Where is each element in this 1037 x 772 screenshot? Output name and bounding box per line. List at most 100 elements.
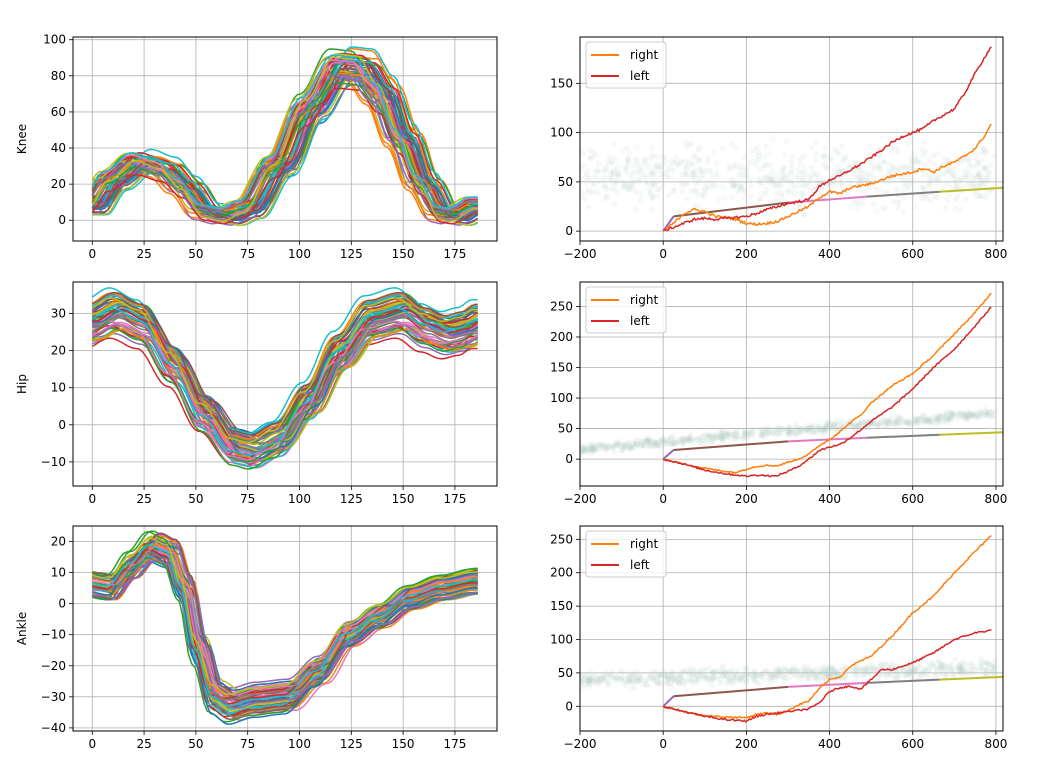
scatter-point (812, 675, 819, 682)
scatter-point (604, 680, 611, 687)
y-tick-label: 50 (558, 175, 573, 189)
scatter-point (615, 440, 621, 447)
axes-frame (579, 525, 1004, 732)
scatter-point (774, 198, 781, 205)
scatter-point (642, 437, 649, 444)
scatter-point (850, 423, 856, 430)
scatter-point (973, 410, 979, 417)
scatter-point (918, 146, 925, 153)
scatter-point (683, 437, 690, 444)
scatter-point (922, 665, 929, 672)
scatter-point (703, 440, 709, 447)
scatter-point (644, 179, 651, 186)
scatter-point (624, 155, 631, 161)
scatter-point (654, 164, 661, 171)
scatter-point (617, 443, 624, 449)
scatter-point (793, 421, 800, 428)
scatter-point (830, 422, 837, 429)
scatter-point (979, 658, 986, 665)
scatter-point (989, 414, 995, 421)
scatter-point (610, 169, 617, 176)
scatter-point (824, 420, 830, 427)
scatter-point (786, 428, 792, 435)
scatter-point (885, 161, 892, 168)
scatter-point (934, 417, 941, 424)
scatter-point (990, 664, 997, 670)
scatter-point (812, 668, 819, 675)
scatter-point (597, 442, 604, 448)
scatter-point (696, 165, 703, 172)
scatter-point (662, 673, 668, 679)
scatter-point (729, 182, 736, 189)
scatter-point (818, 427, 825, 434)
scatter-point (906, 670, 913, 677)
scatter-point (835, 670, 842, 677)
scatter-point (882, 422, 889, 429)
scatter-point (937, 412, 944, 419)
scatter-point (916, 416, 923, 423)
scatter-point (954, 415, 961, 422)
scatter-point (732, 432, 739, 439)
scatter-point (786, 426, 793, 433)
scatter-point (714, 433, 721, 440)
scatter-point (651, 440, 658, 447)
scatter-point (931, 421, 938, 428)
scatter-point (685, 141, 692, 148)
scatter-point (647, 191, 654, 198)
scatter-point (580, 444, 587, 451)
cycle-series-line (92, 548, 478, 696)
scatter-point (677, 438, 684, 444)
baseline-segment (787, 681, 868, 688)
scatter-point (754, 144, 761, 151)
scatter-point (982, 410, 989, 417)
scatter-point (942, 665, 949, 672)
scatter-point (956, 664, 963, 671)
scatter-point (891, 167, 898, 174)
x-tick-label: 0 (659, 492, 667, 506)
scatter-point (668, 673, 675, 680)
scatter-point (719, 437, 726, 444)
scatter-point (800, 183, 806, 190)
scatter-point (881, 418, 887, 425)
scatter-point (586, 677, 593, 684)
scatter-point (896, 668, 903, 675)
scatter-point (591, 679, 598, 685)
scatter-point (804, 674, 811, 681)
scatter-point (656, 671, 663, 678)
scatter-point (657, 438, 664, 445)
scatter-point (803, 425, 810, 432)
scatter-point (737, 675, 744, 682)
scatter-point (973, 410, 980, 417)
baseline-segment (787, 436, 868, 443)
scatter-point (679, 438, 686, 445)
scatter-point (974, 193, 981, 200)
scatter-point (901, 194, 908, 201)
scatter-point (909, 668, 916, 675)
scatter-point (854, 674, 861, 681)
scatter-point (741, 428, 748, 434)
scatter-point (601, 673, 608, 680)
scatter-point (977, 175, 984, 182)
x-tick-label: 125 (340, 492, 363, 506)
scatter-point (741, 154, 748, 161)
scatter-point (879, 205, 885, 211)
scatter-point (866, 418, 873, 425)
scatter-point (693, 192, 700, 199)
scatter-point (593, 679, 600, 686)
scatter-point (856, 665, 863, 672)
y-tick-label: 0 (565, 452, 573, 466)
scatter-point (778, 668, 785, 675)
scatter-point (970, 412, 977, 419)
cycle-series-line (91, 53, 478, 222)
scatter-point (991, 412, 998, 419)
scatter-point (893, 668, 900, 675)
scatter-point (769, 670, 776, 677)
scatter-point (960, 666, 967, 673)
scatter-point (697, 667, 704, 674)
scatter-point (589, 444, 596, 451)
scatter-point (885, 416, 892, 423)
y-tick-label: 60 (51, 105, 66, 119)
scatter-point (634, 438, 640, 445)
scatter-point (911, 417, 918, 424)
